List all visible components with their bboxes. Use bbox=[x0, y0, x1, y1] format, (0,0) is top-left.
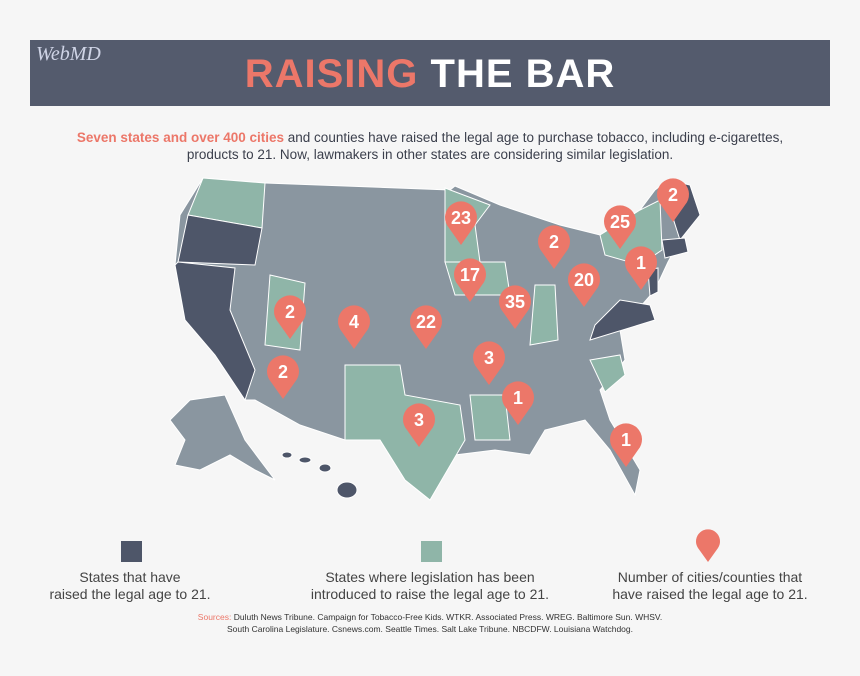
legend-item: Number of cities/counties that have raise… bbox=[580, 569, 840, 603]
pin: 3 bbox=[472, 341, 505, 385]
state-dark bbox=[174, 261, 256, 402]
pin-count: 3 bbox=[414, 410, 424, 430]
state-dark bbox=[661, 237, 689, 259]
intro: Seven states and over 400 cities and cou… bbox=[60, 129, 800, 163]
pin: 23 bbox=[444, 201, 477, 245]
pin-count: 1 bbox=[636, 253, 646, 273]
legend-text: Number of cities/counties that bbox=[617, 569, 803, 585]
pin-count: 22 bbox=[416, 312, 436, 332]
pin: 1 bbox=[625, 246, 657, 290]
pin: 2 bbox=[274, 295, 306, 339]
legend-text: States where legislation has been bbox=[325, 569, 535, 585]
pin-count: 17 bbox=[460, 265, 480, 285]
state-dark bbox=[177, 214, 263, 266]
pin-marker bbox=[537, 225, 570, 269]
pin-marker bbox=[472, 341, 505, 385]
pin-count: 23 bbox=[451, 208, 471, 228]
title-highlight: RAISING bbox=[244, 52, 419, 96]
pin-marker bbox=[337, 305, 370, 349]
pin-marker bbox=[274, 295, 306, 339]
sources: Sources: Duluth News Tribune. Campaign f… bbox=[0, 611, 860, 635]
legend-item: States where legislation has been introdu… bbox=[300, 569, 560, 603]
pin-marker bbox=[657, 178, 689, 222]
pin-marker bbox=[266, 355, 299, 399]
title-rest: THE BAR bbox=[430, 52, 616, 96]
pin-marker bbox=[498, 285, 531, 329]
state-green bbox=[589, 354, 626, 393]
pin-count: 20 bbox=[574, 270, 594, 290]
legend-swatch-dark bbox=[121, 541, 142, 562]
intro-highlight: Seven states and over 400 cities bbox=[76, 130, 285, 145]
intro-text: and counties have raised the legal age t… bbox=[287, 130, 784, 145]
title-bar: WebMD RAISING THE BAR bbox=[30, 40, 830, 106]
pin: 2 bbox=[266, 355, 299, 399]
legend-text: introduced to raise the legal age to 21. bbox=[310, 586, 550, 602]
pin-count: 2 bbox=[285, 302, 295, 322]
pin-marker bbox=[410, 305, 442, 349]
pin-count: 3 bbox=[484, 348, 494, 368]
logo: WebMD bbox=[36, 43, 101, 65]
state-green bbox=[469, 394, 511, 441]
pin: 1 bbox=[501, 381, 534, 425]
pin-count: 2 bbox=[549, 232, 559, 252]
pin-count: 1 bbox=[621, 430, 631, 450]
alaska bbox=[169, 394, 276, 481]
pin: 35 bbox=[498, 285, 531, 329]
title: RAISING THE BAR bbox=[30, 52, 830, 97]
pin-count: 2 bbox=[668, 185, 678, 205]
legend-pin bbox=[695, 529, 721, 562]
legend-swatch-green bbox=[421, 541, 442, 562]
pin-count: 4 bbox=[349, 312, 359, 332]
pin: 3 bbox=[402, 403, 435, 447]
pin: 25 bbox=[603, 205, 636, 249]
legend-text: raised the legal age to 21. bbox=[49, 586, 211, 602]
pin-count: 35 bbox=[505, 292, 525, 312]
pin-marker bbox=[444, 201, 477, 245]
pin-count: 2 bbox=[278, 362, 288, 382]
hawaii bbox=[281, 451, 358, 499]
pin: 22 bbox=[410, 305, 442, 349]
pin: 1 bbox=[610, 423, 642, 467]
legend-item: States that have raised the legal age to … bbox=[0, 569, 260, 603]
pin-marker bbox=[402, 403, 435, 447]
state-green bbox=[529, 284, 559, 346]
pin: 4 bbox=[337, 305, 370, 349]
sources-label: Sources: bbox=[197, 612, 232, 622]
pin: 17 bbox=[454, 258, 486, 302]
pin-marker bbox=[625, 246, 657, 290]
sources-text: Duluth News Tribune. Campaign for Tobacc… bbox=[233, 612, 663, 622]
state-dark bbox=[589, 299, 656, 341]
pin-count: 25 bbox=[610, 212, 630, 232]
pin-count: 1 bbox=[513, 388, 523, 408]
state-green bbox=[344, 364, 466, 501]
legend-text: States that have bbox=[79, 569, 181, 585]
legend-text: have raised the legal age to 21. bbox=[612, 586, 808, 602]
intro-text: products to 21. Now, lawmakers in other … bbox=[186, 147, 674, 162]
pin: 2 bbox=[537, 225, 570, 269]
pin-marker bbox=[501, 381, 534, 425]
pin: 2 bbox=[657, 178, 689, 222]
pin: 20 bbox=[568, 263, 600, 307]
pin-marker bbox=[610, 423, 642, 467]
pin-marker bbox=[568, 263, 600, 307]
pin-marker bbox=[603, 205, 636, 249]
sources-text: South Carolina Legislature. Csnews.com. … bbox=[227, 624, 633, 634]
pin-marker bbox=[454, 258, 486, 302]
